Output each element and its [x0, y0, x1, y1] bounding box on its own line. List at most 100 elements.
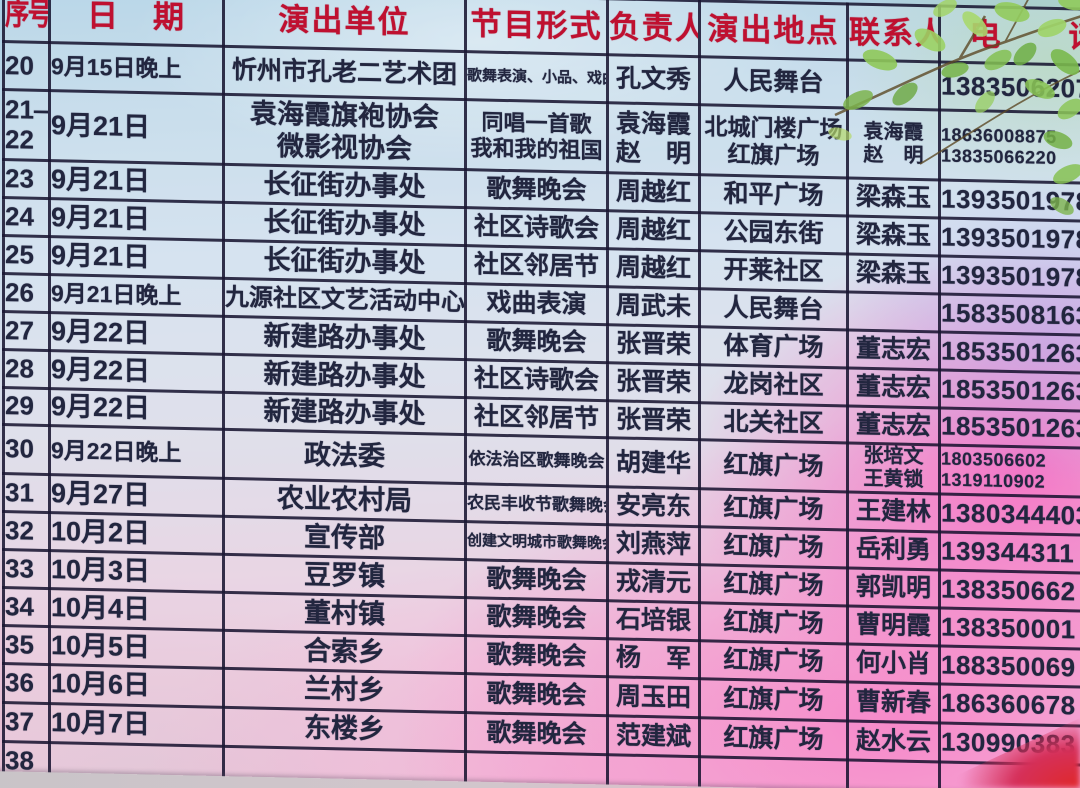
cell-date: 9月22日: [49, 312, 224, 355]
cell-text: 王黄锁: [863, 467, 924, 492]
cell-program: 社区邻居节: [465, 397, 608, 438]
cell-place: 红旗广场: [699, 717, 848, 760]
cell-text: 宣传部: [304, 521, 385, 554]
cell-no: 29: [3, 387, 50, 426]
cell-text: 9月21日: [51, 240, 151, 273]
cell-text: 188350069: [941, 649, 1076, 682]
cell-unit: 长征街办事处: [223, 164, 466, 208]
cell-text: 新建路办事处: [263, 358, 426, 393]
column-header-program: 节目形式: [465, 0, 608, 55]
cell-text: 33: [5, 552, 34, 584]
cell-text: 20: [5, 49, 34, 81]
cell-phone: 186360678: [939, 683, 1080, 728]
cell-text: 歌舞晚会: [486, 564, 587, 595]
cell-program: 歌舞表演、小品、戏曲清唱: [465, 51, 608, 103]
cell-program: 创建文明城市歌舞晚会: [465, 521, 608, 563]
column-header-no: 序号: [3, 0, 50, 43]
cell-text: 曹明霞: [855, 610, 931, 641]
cell-text: 袁海霞旗袍协会: [250, 98, 439, 133]
cell-date: 9月22日: [49, 388, 224, 430]
cell-phone: 139344311: [939, 531, 1080, 575]
cell-place: 北关社区: [699, 402, 848, 443]
cell-text: 张晋荣: [615, 329, 691, 360]
cell-phone: 13935019781: [939, 217, 1080, 261]
cell-phone: 138350662: [939, 569, 1080, 613]
cell-text: 9月21日: [51, 110, 151, 143]
cell-text: 戏曲表演: [486, 288, 587, 319]
cell-text: 社区邻居节: [473, 250, 599, 282]
cell-text: 29: [5, 390, 34, 421]
cell-text: 戎清元: [615, 567, 691, 598]
cell-person: 周越红: [607, 210, 700, 251]
cell-unit: 袁海霞旗袍协会 微影视协会: [223, 94, 466, 170]
cell-no: 27: [3, 311, 50, 351]
cell-text: 9月15日晚上: [51, 53, 182, 83]
cell-place: 北城门楼广场 红旗广场: [699, 104, 848, 178]
cell-place: 开莱社区: [699, 250, 848, 292]
cell-text: 赵 明: [615, 137, 691, 168]
cell-text: 张培文: [863, 444, 924, 469]
cell-unit: 忻州市孔老二艺术团: [223, 46, 466, 100]
cell-text: 9月21日晚上: [51, 280, 182, 310]
cell-text: 红旗广场: [723, 493, 824, 525]
cell-text: 22: [5, 123, 34, 155]
cell-person: 戎清元: [607, 562, 700, 603]
cell-text: 13835062079: [941, 70, 1080, 104]
cell-unit: 政法委: [223, 429, 466, 484]
cell-text: 董志宏: [855, 410, 931, 440]
cell-text: 依法治区歌舞晚会: [468, 449, 605, 472]
cell-place: 红旗广场: [699, 602, 848, 644]
cell-text: 兰村乡: [304, 674, 385, 706]
cell-program: 歌舞晚会: [465, 673, 608, 716]
cell-text: 新建路办事处: [263, 320, 426, 355]
cell-contact: 董志宏: [847, 367, 940, 408]
cell-text: 歌舞晚会: [486, 326, 587, 357]
cell-unit: 东楼乡: [223, 707, 466, 752]
cell-text: 东楼乡: [304, 713, 385, 745]
cell-text: 28: [5, 352, 34, 384]
cell-text: 刘燕萍: [615, 529, 691, 560]
cell-contact: 董志宏: [847, 329, 940, 370]
cell-text: 创建文明城市歌舞晚会: [467, 532, 608, 553]
cell-text: 10月7日: [51, 707, 151, 740]
cell-date: 10月7日: [49, 703, 224, 747]
cell-contact: 袁海霞赵 明: [847, 107, 940, 180]
cell-place: [699, 756, 848, 788]
cell-text: 赵水云: [855, 726, 931, 756]
cell-person: 袁海霞赵 明: [607, 102, 700, 175]
cell-text: 红旗广场: [723, 450, 824, 481]
cell-date: 10月6日: [49, 664, 224, 708]
cell-text: 张晋荣: [615, 367, 691, 398]
cell-text: 红旗广场: [723, 645, 824, 677]
cell-text: 25: [5, 238, 34, 270]
cell-contact: 王建林: [847, 491, 940, 532]
cell-unit: 长征街办事处: [223, 240, 466, 284]
cell-text: 周越红: [615, 177, 691, 208]
cell-text: 董志宏: [855, 334, 931, 365]
cell-text: 开莱社区: [723, 255, 824, 287]
cell-no: 20: [3, 41, 50, 91]
cell-date: 9月21日: [49, 160, 224, 203]
cell-phone: 1803506602 1319110902: [939, 444, 1080, 499]
cell-place: 红旗广场: [699, 678, 848, 721]
cell-text: 歌舞晚会: [486, 718, 587, 749]
cell-text: 人民舞台: [723, 293, 824, 325]
cell-text: 1380344403: [941, 497, 1080, 531]
cell-contact: 曹明霞: [847, 605, 940, 646]
cell-text: 张晋荣: [615, 405, 691, 435]
cell-person: 张晋荣: [607, 362, 700, 403]
cell-text: 合索乡: [304, 635, 385, 668]
cell-person: 胡建华: [607, 437, 700, 489]
cell-text: 21—: [5, 93, 50, 125]
cell-text: 同唱一首歌: [481, 109, 592, 138]
cell-no: 34: [3, 587, 50, 627]
cell-place: 红旗广场: [699, 526, 848, 568]
cell-text: 长征街办事处: [263, 206, 426, 241]
cell-program: 农民丰收节歌舞晚会: [465, 483, 608, 525]
cell-no: 37: [3, 702, 50, 743]
cell-place: 龙岗社区: [699, 364, 848, 406]
table-body: 20 9月15日晚上 忻州市孔老二艺术团 歌舞表演、小品、戏曲清唱 孔文秀 人民舞台 138…: [3, 41, 1080, 788]
cell-unit: 新建路办事处: [223, 392, 466, 435]
